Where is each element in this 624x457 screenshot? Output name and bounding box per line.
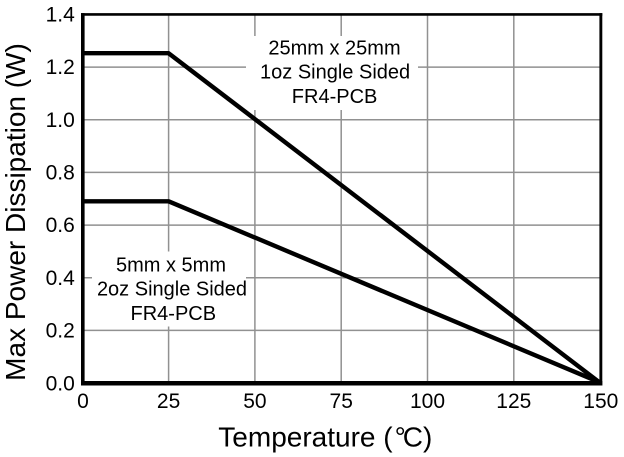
svg-text:FR4-PCB: FR4-PCB — [292, 86, 378, 108]
svg-text:5mm x 5mm: 5mm x 5mm — [116, 254, 226, 276]
svg-text:125: 125 — [496, 390, 531, 413]
svg-text:0: 0 — [77, 390, 89, 413]
svg-text:Max Power Dissipation (W): Max Power Dissipation (W) — [0, 43, 31, 381]
svg-text:100: 100 — [410, 390, 445, 413]
svg-text:0.4: 0.4 — [46, 267, 76, 290]
svg-text:150: 150 — [583, 390, 618, 413]
svg-text:0.8: 0.8 — [46, 162, 75, 185]
svg-text:2oz Single Sided: 2oz Single Sided — [97, 279, 247, 301]
svg-text:50: 50 — [243, 390, 266, 413]
svg-text:0.2: 0.2 — [46, 320, 75, 343]
svg-text:FR4-PCB: FR4-PCB — [131, 303, 217, 325]
svg-text:1.2: 1.2 — [46, 56, 75, 79]
svg-text:25: 25 — [157, 390, 180, 413]
svg-text:25mm x 25mm: 25mm x 25mm — [268, 37, 400, 59]
svg-text:1.0: 1.0 — [46, 109, 75, 132]
svg-text:1oz Single Sided: 1oz Single Sided — [260, 62, 410, 84]
svg-text:1.4: 1.4 — [46, 3, 76, 26]
svg-text:0.0: 0.0 — [46, 372, 75, 395]
svg-text:75: 75 — [330, 390, 353, 413]
svg-text:0.6: 0.6 — [46, 214, 75, 237]
svg-text:Temperature (°C): Temperature (°C) — [218, 422, 432, 453]
